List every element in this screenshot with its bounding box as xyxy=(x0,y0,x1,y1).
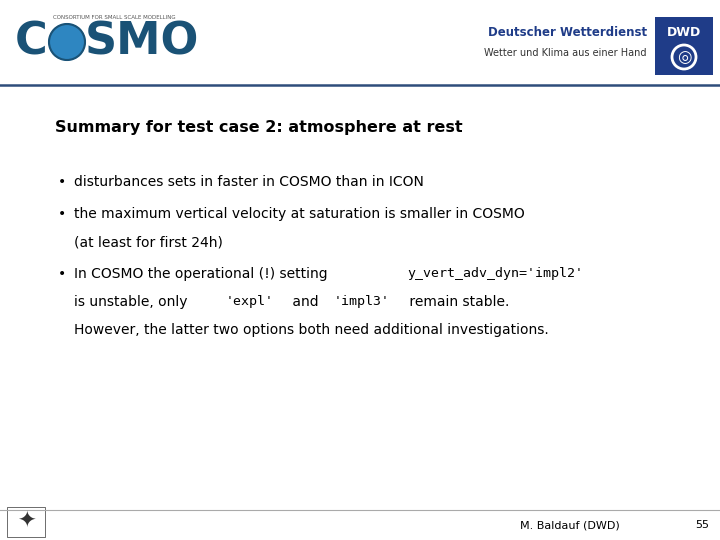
Text: DWD: DWD xyxy=(667,26,701,39)
Text: Summary for test case 2: atmosphere at rest: Summary for test case 2: atmosphere at r… xyxy=(55,120,463,135)
Text: (at least for first 24h): (at least for first 24h) xyxy=(74,235,223,249)
FancyBboxPatch shape xyxy=(655,17,713,75)
Text: and: and xyxy=(288,295,323,309)
Text: CONSORTIUM FOR SMALL SCALE MODELLING: CONSORTIUM FOR SMALL SCALE MODELLING xyxy=(53,15,176,20)
Text: 'impl3': 'impl3' xyxy=(333,295,390,308)
Text: 'expl': 'expl' xyxy=(226,295,274,308)
Text: 55: 55 xyxy=(695,520,709,530)
Text: Wetter und Klima aus einer Hand: Wetter und Klima aus einer Hand xyxy=(485,48,647,58)
Text: is unstable, only: is unstable, only xyxy=(74,295,192,309)
Text: ✦: ✦ xyxy=(17,512,35,532)
Text: the maximum vertical velocity at saturation is smaller in COSMO: the maximum vertical velocity at saturat… xyxy=(74,207,525,221)
Text: In COSMO the operational (!) setting: In COSMO the operational (!) setting xyxy=(74,267,332,281)
Text: •: • xyxy=(58,175,66,189)
Text: •: • xyxy=(58,267,66,281)
Text: However, the latter two options both need additional investigations.: However, the latter two options both nee… xyxy=(74,323,549,337)
Text: •: • xyxy=(58,207,66,221)
Text: Deutscher Wetterdienst: Deutscher Wetterdienst xyxy=(488,26,647,39)
Text: remain stable.: remain stable. xyxy=(405,295,510,309)
Text: disturbances sets in faster in COSMO than in ICON: disturbances sets in faster in COSMO tha… xyxy=(74,175,424,189)
Circle shape xyxy=(49,24,85,60)
Text: ◎: ◎ xyxy=(677,48,691,66)
Text: M. Baldauf (DWD): M. Baldauf (DWD) xyxy=(520,520,620,530)
Text: y_vert_adv_dyn='impl2': y_vert_adv_dyn='impl2' xyxy=(407,267,583,280)
Text: SMO: SMO xyxy=(85,21,199,64)
Text: C: C xyxy=(15,21,48,64)
